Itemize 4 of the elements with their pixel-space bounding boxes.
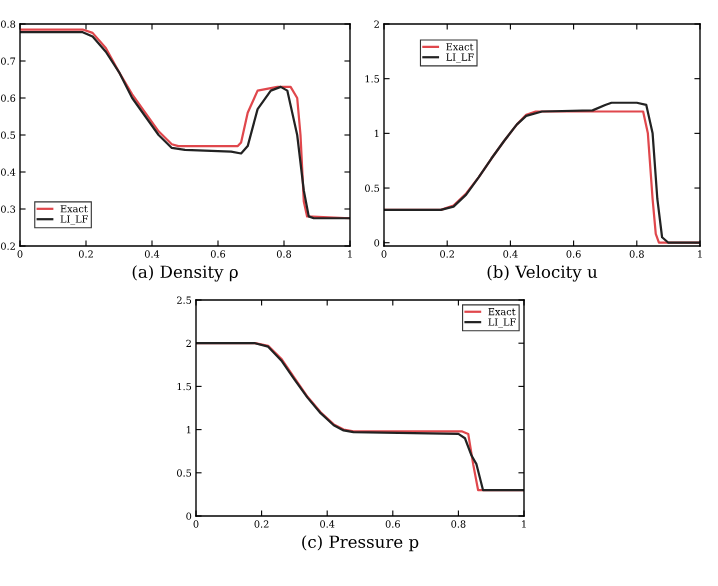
line-series — [196, 342, 524, 492]
x-axis-title: (c) Pressure p — [302, 535, 419, 552]
x-axis-title: (b) Velocity u — [487, 265, 598, 282]
x-axis-title: (a) Density ρ — [132, 265, 238, 282]
